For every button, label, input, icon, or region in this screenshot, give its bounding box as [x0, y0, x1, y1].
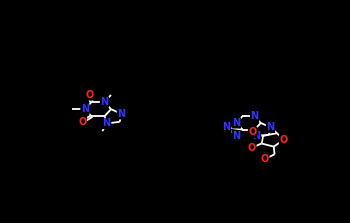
Text: N: N: [232, 131, 240, 141]
Text: N: N: [251, 111, 259, 121]
Text: N: N: [103, 118, 111, 128]
Text: O: O: [261, 154, 269, 164]
Text: N: N: [232, 131, 240, 141]
Text: N: N: [266, 122, 275, 132]
Text: O: O: [85, 90, 93, 100]
Text: N: N: [81, 104, 89, 114]
Text: N: N: [117, 109, 126, 119]
Text: O: O: [78, 117, 86, 127]
Text: O: O: [248, 127, 257, 137]
Text: O: O: [248, 143, 256, 153]
Text: N: N: [223, 122, 231, 132]
Text: N: N: [253, 131, 261, 141]
Text: N: N: [100, 97, 108, 107]
Text: N: N: [232, 118, 240, 128]
Text: O: O: [279, 135, 288, 145]
